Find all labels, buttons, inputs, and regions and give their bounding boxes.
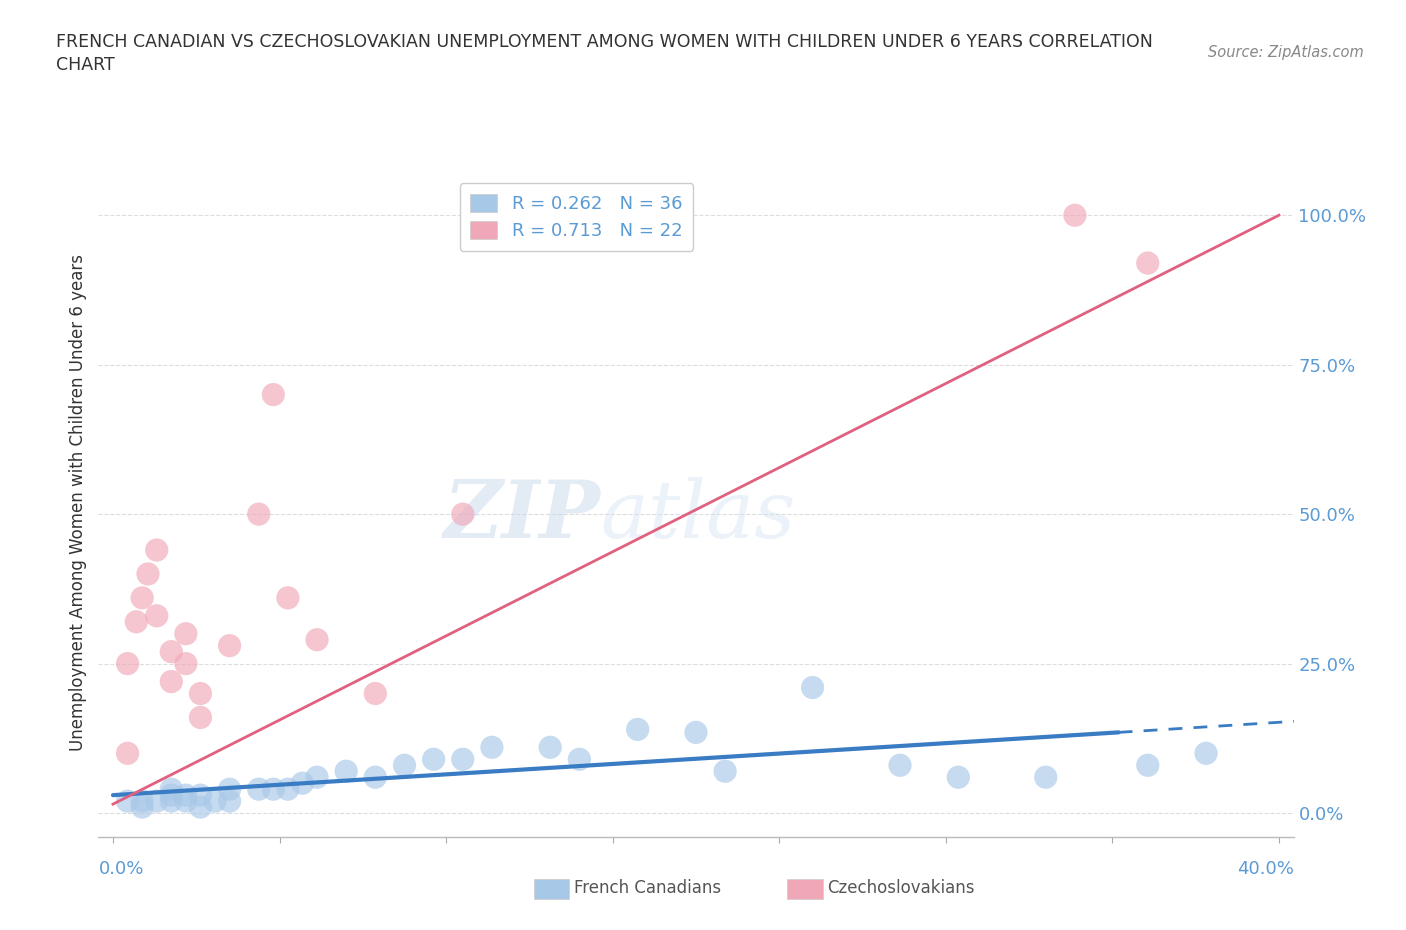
Point (131, 793, 153, 808)
Text: FRENCH CANADIAN VS CZECHOSLOVAKIAN UNEMPLOYMENT AMONG WOMEN WITH CHILDREN UNDER : FRENCH CANADIAN VS CZECHOSLOVAKIAN UNEMP… (56, 33, 1153, 50)
Point (364, 686, 387, 701)
Point (1136, 256, 1159, 271)
Point (190, 710, 212, 724)
Legend: R = 0.262   N = 36, R = 0.713   N = 22: R = 0.262 N = 36, R = 0.713 N = 22 (460, 183, 693, 251)
Point (145, 608, 167, 623)
Point (218, 638, 240, 653)
Point (364, 770, 387, 785)
Point (125, 615, 148, 630)
Point (190, 788, 212, 803)
Point (277, 591, 299, 605)
Point (174, 657, 197, 671)
Point (262, 782, 284, 797)
Point (117, 746, 139, 761)
Point (160, 788, 183, 803)
Point (218, 782, 240, 797)
Point (160, 793, 183, 808)
Point (481, 740, 503, 755)
Point (1136, 758, 1159, 773)
Point (174, 793, 197, 808)
Point (451, 507, 474, 522)
Point (1035, 770, 1057, 785)
Text: Czechoslovakians: Czechoslovakians (827, 879, 974, 897)
Point (1195, 746, 1218, 761)
Point (305, 632, 328, 647)
Text: ZIP: ZIP (443, 477, 600, 554)
Point (247, 507, 270, 522)
Point (291, 776, 314, 790)
Point (262, 387, 284, 402)
Text: 0.0%: 0.0% (98, 860, 143, 878)
Y-axis label: Unemployment Among Women with Children Under 6 years: Unemployment Among Women with Children U… (69, 254, 87, 751)
Point (204, 793, 226, 808)
Point (136, 566, 159, 581)
Point (538, 740, 561, 755)
Point (218, 793, 240, 808)
Text: French Canadians: French Canadians (574, 879, 721, 897)
Point (451, 751, 474, 766)
Point (394, 758, 416, 773)
Point (422, 751, 444, 766)
Point (190, 686, 212, 701)
Point (145, 542, 167, 557)
Point (174, 626, 197, 641)
Point (174, 788, 197, 803)
Point (145, 793, 167, 808)
Point (714, 764, 737, 778)
Point (1064, 207, 1087, 222)
Text: 40.0%: 40.0% (1237, 860, 1294, 878)
Text: atlas: atlas (600, 477, 796, 554)
Point (190, 800, 212, 815)
Point (335, 764, 357, 778)
Point (117, 793, 139, 808)
Point (948, 770, 970, 785)
Point (131, 800, 153, 815)
Point (568, 751, 591, 766)
Point (889, 758, 911, 773)
Point (277, 782, 299, 797)
Text: CHART: CHART (56, 56, 115, 73)
Point (160, 674, 183, 689)
Point (247, 782, 270, 797)
Point (131, 591, 153, 605)
Point (160, 644, 183, 659)
Point (160, 782, 183, 797)
Point (305, 770, 328, 785)
Point (801, 680, 824, 695)
Text: Source: ZipAtlas.com: Source: ZipAtlas.com (1208, 45, 1364, 60)
Point (685, 725, 707, 740)
Point (627, 722, 650, 737)
Point (117, 657, 139, 671)
